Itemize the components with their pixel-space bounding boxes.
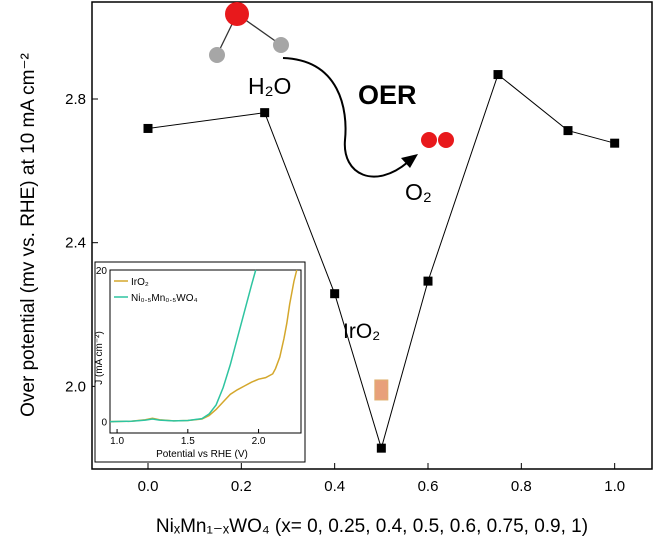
- legend-label-nimnwo4: Ni₀.₅Mn₀.₅WO₄: [131, 293, 198, 304]
- inset-x-tick-label: 2.0: [252, 436, 266, 447]
- y-axis-label: Over potential (mv vs. RHE) at 10 mA cm⁻…: [18, 53, 39, 417]
- overpotential-line: [147, 73, 615, 450]
- reaction-label: OER: [358, 80, 417, 110]
- oxygen-molecule-icon: [421, 132, 454, 148]
- hydrogen-atom-icon: [273, 37, 289, 53]
- main-plot-frame: [91, 1, 653, 470]
- inset-x-axis-label: Potential vs RHE (V): [156, 449, 248, 460]
- inset-y-tick-label: 20: [96, 266, 108, 277]
- data-point: [143, 123, 153, 133]
- x-tick-label: 0.6: [418, 478, 439, 495]
- inset-x-tick-label: 1.5: [181, 436, 195, 447]
- reactant-label: H₂O: [248, 73, 291, 99]
- y-tick-label: 2.8: [65, 91, 86, 108]
- overpotential-markers: [143, 70, 620, 453]
- product-label: O₂: [405, 179, 432, 205]
- water-molecule-icon: [209, 2, 289, 63]
- x-axis-label: NiₓMn₁₋ₓWO₄ (x= 0, 0.25, 0.4, 0.5, 0.6, …: [156, 516, 588, 537]
- inset-background: [94, 261, 306, 463]
- oxygen-atom-icon: [225, 2, 249, 26]
- y-tick-label: 2.0: [65, 378, 86, 395]
- inset-x-tick-label: 1.0: [110, 436, 124, 447]
- inset-chart: 1.0 1.5 2.0 0 20 IrO₂ Ni₀.₅Mn₀.₅WO₄ J (mA cm…: [94, 261, 306, 463]
- inset-legend: IrO₂ Ni₀.₅Mn₀.₅WO₄: [114, 277, 198, 304]
- reference-marker: [374, 379, 389, 401]
- x-tick-label: 1.0: [604, 478, 625, 495]
- x-tick-label: 0.0: [138, 478, 159, 495]
- x-tick-label: 0.2: [231, 478, 252, 495]
- data-point: [493, 70, 503, 80]
- data-point: [563, 126, 573, 136]
- oxygen-atom-icon: [421, 132, 437, 148]
- arrowhead-icon: [401, 154, 418, 168]
- inset-y-axis-label: J (mA cm⁻²): [94, 331, 105, 385]
- main-axis-ticks: 0.0 0.2 0.4 0.6 0.8 1.0 2.0 2.4 2.8: [65, 91, 625, 495]
- inset-series-lines: [109, 269, 298, 423]
- legend-label-iro2: IrO₂: [131, 277, 149, 288]
- data-point: [376, 443, 386, 453]
- y-tick-label: 2.4: [65, 235, 86, 252]
- reference-label: IrO₂: [343, 320, 380, 343]
- inset-plot-frame: [109, 269, 302, 434]
- data-point: [330, 289, 340, 299]
- x-tick-label: 0.4: [324, 478, 345, 495]
- reaction-arrow-icon: [282, 57, 409, 178]
- data-point: [260, 108, 270, 118]
- hydrogen-atom-icon: [209, 47, 225, 63]
- data-point: [610, 138, 620, 148]
- inset-series-line: [109, 269, 257, 423]
- x-tick-label: 0.8: [511, 478, 532, 495]
- data-point: [423, 276, 433, 286]
- inset-y-tick-label: 0: [101, 418, 107, 429]
- oxygen-atom-icon: [438, 132, 454, 148]
